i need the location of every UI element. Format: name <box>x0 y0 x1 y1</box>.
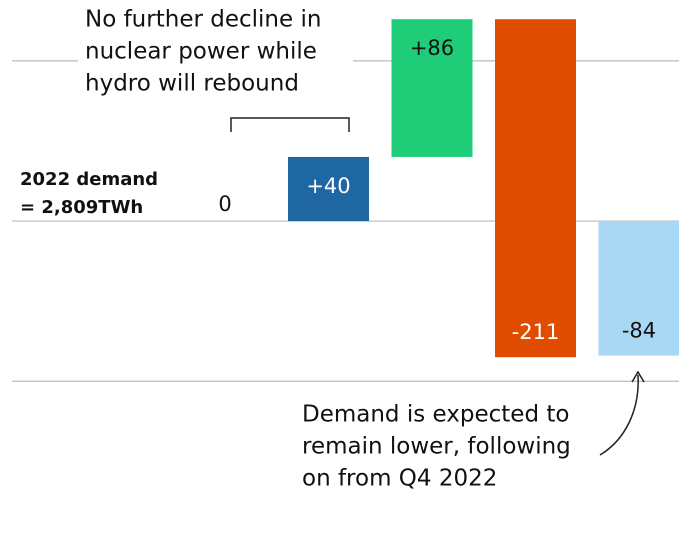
annotation-bottom: on from Q4 2022 <box>302 466 497 492</box>
bar <box>598 221 679 356</box>
value-label: 0 <box>218 192 231 216</box>
annotation-backdrop <box>78 0 353 100</box>
annotation-bottom: remain lower, following <box>302 434 571 460</box>
annotation-bottom: Demand is expected to <box>302 402 569 428</box>
annotation-top: No further decline in <box>85 7 321 33</box>
baseline-label: 2022 demand <box>20 169 158 190</box>
bars: 0 +40 +86 -211 -84 <box>218 19 679 358</box>
annotation-top: hydro will rebound <box>85 71 299 97</box>
annotation-top: nuclear power while <box>85 39 317 65</box>
arrow <box>599 374 639 456</box>
bar <box>495 19 576 358</box>
arrow-head <box>631 370 645 383</box>
value-label: -211 <box>512 320 560 344</box>
value-label: -84 <box>622 319 656 343</box>
value-label: +40 <box>306 174 350 198</box>
baseline-label: = 2,809TWh <box>20 197 143 218</box>
value-label: +86 <box>410 36 454 60</box>
bar <box>391 19 473 157</box>
bar <box>288 156 369 222</box>
bracket <box>230 117 350 132</box>
